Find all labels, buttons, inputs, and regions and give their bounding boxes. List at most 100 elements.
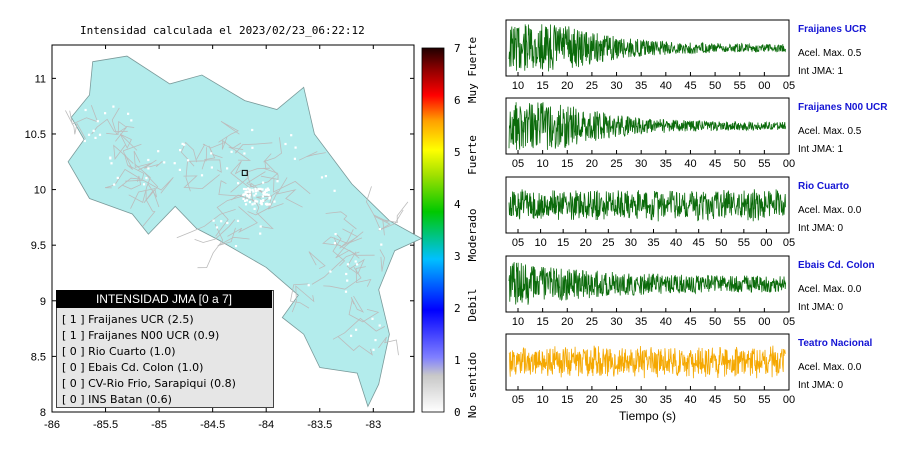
road (119, 133, 138, 151)
road (122, 143, 142, 170)
road (217, 227, 250, 247)
settlement-dot (266, 203, 269, 206)
seismogram-tick-label: 05 (512, 158, 524, 170)
legend-item: [ 0 ] Rio Cuarto (1.0) (62, 345, 176, 358)
settlement-dot (247, 187, 250, 190)
settlement-dot (260, 200, 263, 203)
seismogram-tick-label: 05 (512, 237, 524, 249)
seismogram-tick-label: 50 (709, 80, 721, 92)
seismogram-trace (508, 345, 786, 379)
settlement-dot (261, 195, 264, 198)
seismogram-tick-label: 15 (537, 316, 549, 328)
settlement-dot (244, 193, 247, 196)
settlement-dot (212, 219, 215, 222)
settlement-dot (256, 200, 259, 203)
lat-tick-label: 11 (35, 73, 46, 85)
seismogram-tick-label: 20 (580, 237, 592, 249)
seismogram-tick-label: 45 (709, 158, 721, 170)
jma-colorbar (421, 47, 445, 413)
settlement-dot (92, 129, 95, 132)
settlement-dot (345, 272, 348, 276)
settlement-dot (254, 192, 258, 195)
seismogram-tick-label: 35 (660, 394, 672, 406)
seismogram-tick-label: 55 (738, 237, 750, 249)
seismogram-tick-label: 20 (561, 80, 573, 92)
settlement-dot (266, 187, 269, 190)
seismogram-tick-label: 30 (610, 80, 622, 92)
settlement-dot (254, 189, 258, 192)
lat-tick-label: 10.5 (25, 129, 46, 141)
seismogram-tick-label: 50 (715, 237, 727, 249)
country-shape (67, 55, 423, 408)
settlement-dot (130, 119, 133, 122)
road (143, 159, 163, 169)
road (298, 151, 326, 161)
seismogram-tick-label: 10 (537, 158, 549, 170)
settlement-dot (113, 183, 116, 186)
road (273, 178, 311, 195)
colorbar-class-label: Debil (466, 288, 479, 321)
lon-tick-label: -84.5 (200, 419, 225, 431)
settlement-dot (307, 284, 310, 287)
seismogram-tick-label: 45 (709, 394, 721, 406)
seismogram-tick-label: 00 (783, 158, 795, 170)
settlement-dot (147, 167, 150, 170)
seismogram-tick-label: 25 (610, 158, 622, 170)
colorbar-class-label: Muy Fuerte (466, 37, 479, 103)
settlement-dot (248, 190, 251, 194)
station-acel-max: Acel. Max. 0.5 (798, 126, 862, 137)
settlement-dot (284, 142, 287, 146)
road (235, 142, 273, 154)
settlement-dot (262, 181, 265, 184)
settlement-dot (236, 219, 240, 222)
settlement-dot (210, 166, 213, 169)
road (227, 206, 258, 237)
settlement-dot (253, 207, 256, 210)
colorbar-class-label: Moderado (466, 209, 479, 262)
settlement-dot (329, 270, 332, 273)
settlement-dot (98, 133, 102, 136)
seismogram-tick-label: 30 (610, 316, 622, 328)
seismogram-tick-label: 50 (709, 316, 721, 328)
seismogram-tick-label: 35 (635, 316, 647, 328)
station-acel-max: Acel. Max. 0.0 (798, 362, 862, 373)
road (218, 120, 240, 143)
settlement-dot (334, 233, 337, 236)
road (348, 298, 380, 323)
seismogram-tick-label: 10 (512, 80, 524, 92)
seismogram-tick-label: 15 (557, 237, 569, 249)
seismogram-tick-label: 00 (758, 316, 770, 328)
road (291, 285, 315, 313)
colorbar-tick-label: 5 (454, 146, 461, 159)
road (325, 211, 357, 230)
settlement-dot (346, 279, 349, 282)
settlement-dot (261, 188, 264, 191)
seismogram-tick-label: 45 (684, 316, 696, 328)
road (332, 317, 386, 340)
seismogram-tick-label: 00 (758, 80, 770, 92)
road (215, 195, 244, 237)
seismogram-tick-label: 15 (537, 80, 549, 92)
seismogram-tick-label: 40 (660, 80, 672, 92)
colorbar-tick-label: 2 (454, 302, 461, 315)
seismogram-tick-label: 25 (610, 394, 622, 406)
settlement-dot (230, 150, 233, 153)
lat-tick-label: 8 (40, 407, 46, 419)
road-network (65, 105, 409, 356)
colorbar-tick-label: 0 (454, 406, 461, 419)
station-int-jma: Int JMA: 0 (798, 223, 844, 234)
settlement-dot (320, 176, 324, 179)
intensity-legend (56, 290, 274, 408)
settlement-dot (265, 193, 268, 196)
settlement-dot (253, 194, 256, 197)
lon-tick-label: -86 (44, 419, 60, 431)
station-name: Rio Cuarto (798, 181, 850, 192)
settlement-dot (257, 187, 260, 191)
road (176, 209, 236, 239)
settlement-dot (333, 189, 336, 192)
seismogram-tick-label: 05 (512, 394, 524, 406)
road (142, 190, 156, 227)
settlement-dot (226, 167, 229, 170)
settlement-dot (220, 220, 223, 223)
settlement-dot (344, 290, 348, 293)
